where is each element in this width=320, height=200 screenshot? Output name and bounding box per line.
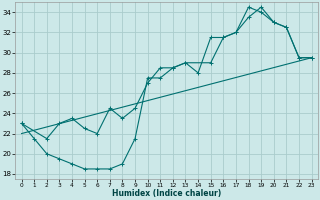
X-axis label: Humidex (Indice chaleur): Humidex (Indice chaleur) xyxy=(112,189,221,198)
